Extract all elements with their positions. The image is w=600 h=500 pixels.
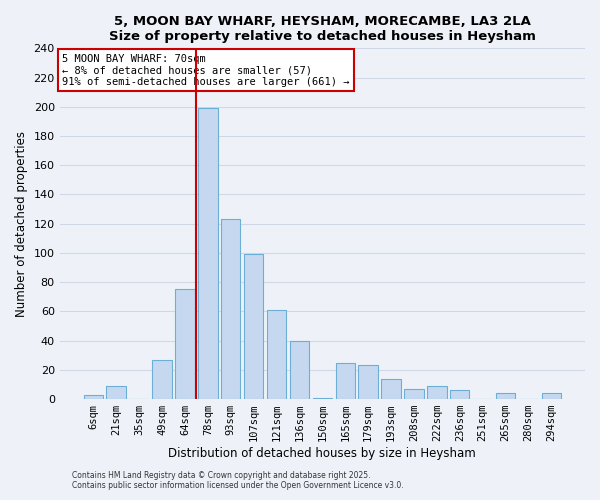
Bar (198, 108, 218, 399)
Bar (106, 386, 126, 399)
Bar (313, 398, 332, 399)
Bar (267, 310, 286, 399)
Title: 5, MOON BAY WHARF, HEYSHAM, MORECAMBE, LA3 2LA
Size of property relative to deta: 5, MOON BAY WHARF, HEYSHAM, MORECAMBE, L… (109, 15, 536, 43)
Bar (244, 254, 263, 399)
Bar (382, 378, 401, 399)
Bar (152, 360, 172, 399)
Bar (542, 393, 561, 399)
Bar (175, 290, 194, 399)
Bar (404, 389, 424, 399)
Bar (358, 366, 378, 399)
Bar (335, 362, 355, 399)
Bar (450, 390, 469, 399)
Text: 5 MOON BAY WHARF: 70sqm
← 8% of detached houses are smaller (57)
91% of semi-det: 5 MOON BAY WHARF: 70sqm ← 8% of detached… (62, 54, 350, 87)
Bar (83, 394, 103, 399)
Bar (221, 220, 241, 399)
Bar (290, 340, 309, 399)
Y-axis label: Number of detached properties: Number of detached properties (15, 130, 28, 316)
Bar (427, 386, 446, 399)
Bar (496, 393, 515, 399)
X-axis label: Distribution of detached houses by size in Heysham: Distribution of detached houses by size … (169, 447, 476, 460)
Text: Contains HM Land Registry data © Crown copyright and database right 2025.
Contai: Contains HM Land Registry data © Crown c… (72, 470, 404, 490)
